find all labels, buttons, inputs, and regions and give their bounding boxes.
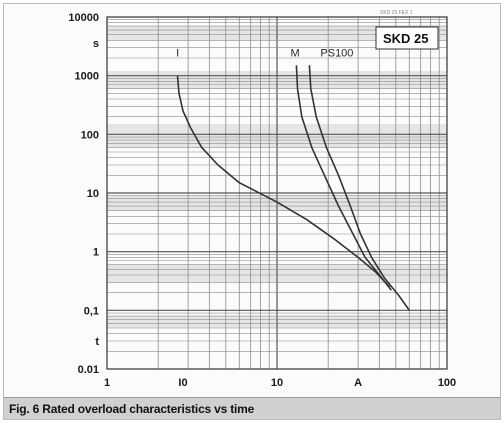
y-tick-label: 0.01 <box>78 364 99 376</box>
plot-border <box>106 16 448 370</box>
grid-lines <box>107 17 447 369</box>
y-tick-label: s <box>93 38 99 50</box>
x-tick-label: I0 <box>178 377 187 389</box>
x-tick-label: 1 <box>104 377 110 389</box>
y-tick-label: 1000 <box>75 71 99 83</box>
caption-bar: Fig. 6 Rated overload characteristics vs… <box>4 397 500 419</box>
curve-m <box>295 65 392 291</box>
x-tick-labels: 1 I0 10 100 A <box>104 377 456 389</box>
code-text: SKD 25 FEX 1 <box>380 10 413 16</box>
part-label: SKD 25 <box>383 31 429 46</box>
y-tick-label: 10 <box>87 188 99 200</box>
x-tick-label: 10 <box>271 377 283 389</box>
x-unit-label: A <box>354 377 362 389</box>
y-tick-label: 100 <box>81 129 99 141</box>
y-tick-label: 0,1 <box>84 305 99 317</box>
part-label-box <box>375 26 439 50</box>
curve-ps100 <box>308 65 410 311</box>
x-tick-label: 100 <box>438 377 456 389</box>
figure-caption: Fig. 6 Rated overload characteristics vs… <box>9 402 255 416</box>
curve-i <box>176 75 391 288</box>
curve-label-i: I <box>176 47 179 59</box>
y-tick-labels: 10000 s 1000 100 10 1 0,1 t 0.01 <box>68 12 99 376</box>
curve-label-m: M <box>290 47 299 59</box>
curve-labels: I M PS100 <box>176 47 353 59</box>
y-tick-label: 10000 <box>68 12 99 24</box>
y-tick-label: t <box>95 336 99 348</box>
y-tick-label: 1 <box>93 247 99 259</box>
curve-label-ps100: PS100 <box>320 47 353 59</box>
curves <box>176 65 410 311</box>
